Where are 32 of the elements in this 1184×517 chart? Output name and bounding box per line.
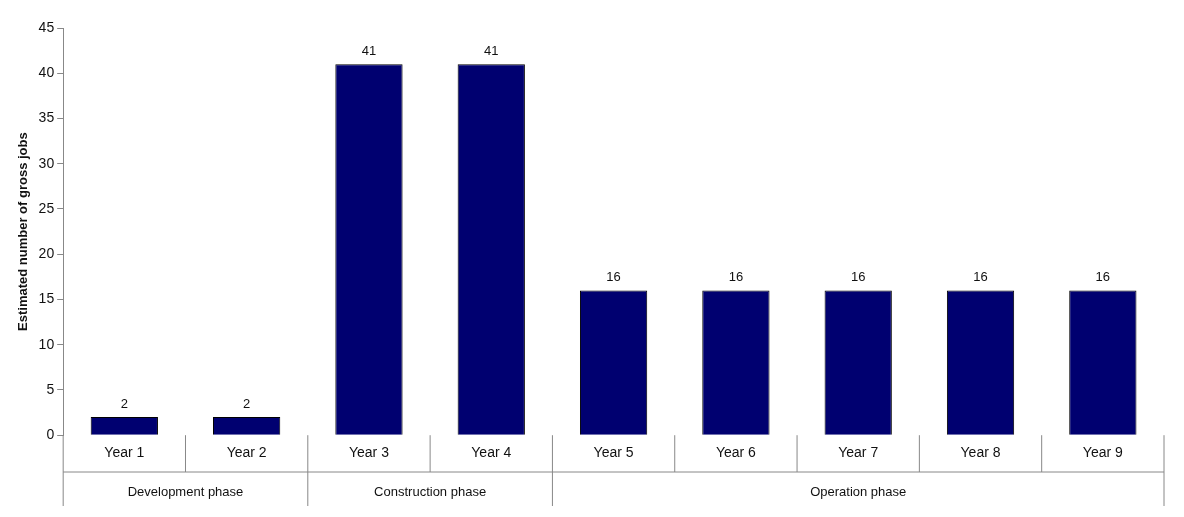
text: Operation phase xyxy=(810,483,907,499)
x-tick-label: Year 3 xyxy=(348,444,390,461)
x-tick-label: Year 7 xyxy=(838,444,879,461)
data-label: 2 xyxy=(120,396,128,412)
data-label: 16 xyxy=(1095,269,1111,285)
text: Construction phase xyxy=(374,483,487,499)
x-tick-label: Year 4 xyxy=(471,444,512,461)
x-tick-label: Year 1 xyxy=(104,444,145,461)
y-axis-title: Estimated number of gross jobs xyxy=(15,132,31,331)
data-label: 2 xyxy=(243,396,251,412)
y-tick-label: 45 xyxy=(38,18,55,35)
text: Development phase xyxy=(127,483,244,499)
data-label: 41 xyxy=(484,43,499,59)
x-tick-label: Year 6 xyxy=(715,444,757,461)
y-tick-label: 40 xyxy=(38,64,55,81)
data-label: 16 xyxy=(728,269,744,285)
x-tick-label: Year 2 xyxy=(226,444,267,461)
y-tick-label: 20 xyxy=(38,245,55,262)
y-tick-label: 25 xyxy=(38,199,55,216)
x-tick-label: Year 9 xyxy=(1082,444,1124,461)
y-tick-label: 15 xyxy=(38,290,55,307)
data-label: 16 xyxy=(850,269,866,285)
y-tick-label: 5 xyxy=(46,380,55,397)
x-tick-label: Year 5 xyxy=(593,444,634,461)
y-tick-label: 35 xyxy=(38,109,55,126)
data-label: 16 xyxy=(606,269,621,285)
y-tick-label: 0 xyxy=(46,426,55,443)
y-tick-label: 30 xyxy=(38,154,55,171)
y-tick-label: 10 xyxy=(38,335,55,352)
x-tick-label: Year 8 xyxy=(960,444,1001,461)
data-label: 41 xyxy=(361,43,377,59)
data-label: 16 xyxy=(973,269,988,285)
